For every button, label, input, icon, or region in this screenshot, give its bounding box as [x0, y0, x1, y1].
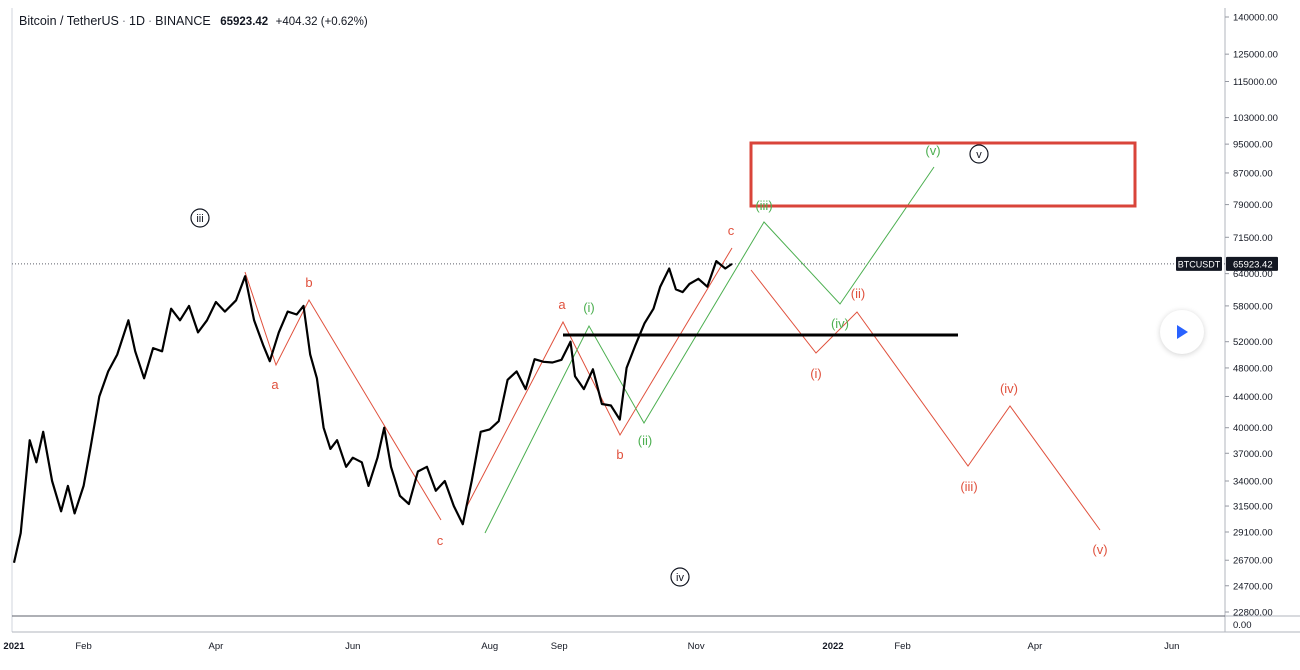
wave-label-v-circle: [969, 144, 989, 164]
wave-label-red-b2: b: [616, 447, 623, 462]
price-tick-label: 48000.00: [1233, 363, 1273, 374]
price-tick-label: 103000.00: [1233, 113, 1278, 124]
price-tick-label: 115000.00: [1233, 77, 1277, 88]
price-tick-label: 29100.00: [1233, 528, 1273, 539]
time-tick-label: Feb: [894, 641, 910, 652]
price-tick-label: 22800.00: [1233, 608, 1273, 619]
btc-price-line: [12, 260, 733, 563]
price-tag: BTCUSDT 65923.42: [1176, 256, 1278, 271]
wave-label-red-a: a: [271, 377, 279, 392]
target-zone-box: [749, 141, 1137, 208]
symbol-tag-label: BTCUSDT: [1178, 259, 1221, 269]
price-tick-label: 40000.00: [1233, 423, 1273, 434]
play-button[interactable]: [1160, 310, 1204, 354]
red-abc-rally: [465, 247, 733, 509]
price-tick-label: 31500.00: [1233, 502, 1273, 513]
green-impulse-up: [484, 166, 935, 534]
wave-label-v: v: [976, 149, 982, 161]
last-price: 65923.42: [220, 16, 269, 28]
wave-label-red-c2: c: [728, 223, 735, 238]
price-tick-label: 24700.00: [1233, 581, 1273, 592]
wave-label-red-ii: (ii): [851, 286, 865, 301]
red-impulse-down: [750, 269, 1101, 531]
price-tick-label: 140000.00: [1233, 13, 1278, 24]
wave-label-iii-circle: [190, 208, 210, 228]
price-tick-label: 37000.00: [1233, 449, 1273, 460]
wave-label-green-iv: (iv): [831, 316, 849, 331]
price-tick-label: 52000.00: [1233, 337, 1273, 348]
wave-label-red-iii: (iii): [960, 479, 977, 494]
symbol-tag-bg: [1176, 256, 1222, 271]
time-tick-label: Sep: [551, 641, 568, 652]
wave-label-green-i: (i): [583, 300, 595, 315]
time-tick-label: Feb: [75, 641, 91, 652]
price-series: [12, 260, 733, 563]
wave-label-red-a2: a: [558, 297, 566, 312]
price-tag-bg: [1226, 256, 1278, 271]
wave-label-iv: iv: [676, 572, 684, 584]
wave-label-red-i: (i): [810, 366, 822, 381]
time-tick-label: Jun: [345, 641, 360, 652]
price-tick-label: 71500.00: [1233, 233, 1273, 244]
wave-label-red-v: (v): [1092, 542, 1107, 557]
chart-header: Bitcoin / TetherUS · 1D · BINANCE 65923.42 +…: [19, 14, 368, 28]
time-tick-label: 2022: [822, 641, 843, 652]
time-axis: 2021 Feb Apr Jun Aug Sep Nov 2022 Feb Apr Jun: [3, 641, 1179, 652]
time-tick-label: Apr: [209, 641, 224, 652]
wave-label-green-v: (v): [925, 143, 940, 158]
wave-label-green-ii: (ii): [638, 433, 652, 448]
wave-drawings: [244, 141, 1137, 534]
time-tick-label: Nov: [688, 641, 705, 652]
wave-label-red-c: c: [437, 533, 444, 548]
price-tick-label: 95000.00: [1233, 140, 1273, 151]
wave-labels: iii iv v a b c a b c (i) (ii) (iii) (iv) (v) (i) (ii) (i…: [190, 143, 1108, 587]
time-tick-label: Apr: [1028, 641, 1043, 652]
wave-label-red-iv: (iv): [1000, 381, 1018, 396]
price-axis: 140000.00 125000.00 115000.00 103000.00 9500…: [1225, 13, 1278, 631]
price-tick-label: 87000.00: [1233, 168, 1273, 179]
play-icon: [1177, 325, 1188, 339]
time-tick-label: 2021: [3, 641, 25, 652]
time-tick-label: Aug: [481, 641, 498, 652]
price-tick-label: 125000.00: [1233, 50, 1278, 61]
price-tick-label: 64000.00: [1233, 269, 1273, 280]
price-tick-label: 79000.00: [1233, 200, 1273, 211]
price-tick-label: 26700.00: [1233, 556, 1273, 567]
exchange-label: BINANCE: [155, 14, 211, 28]
wave-label-red-b: b: [305, 275, 312, 290]
price-change: +404.32 (+0.62%): [275, 16, 368, 28]
wave-label-iv-circle: [670, 567, 690, 587]
time-tick-label: Jun: [1164, 641, 1179, 652]
wave-label-iii: iii: [196, 213, 203, 225]
interval-label[interactable]: 1D: [129, 14, 145, 28]
symbol-label[interactable]: Bitcoin / TetherUS: [19, 14, 119, 28]
price-tag-value: 65923.42: [1233, 259, 1273, 270]
volume-tick-label: 0.00: [1233, 620, 1252, 631]
wave-label-green-iii: (iii): [755, 198, 772, 213]
price-tick-label: 44000.00: [1233, 392, 1273, 403]
red-abc-correction: [244, 271, 442, 521]
price-tick-label: 34000.00: [1233, 476, 1273, 487]
price-tick-label: 58000.00: [1233, 301, 1273, 312]
